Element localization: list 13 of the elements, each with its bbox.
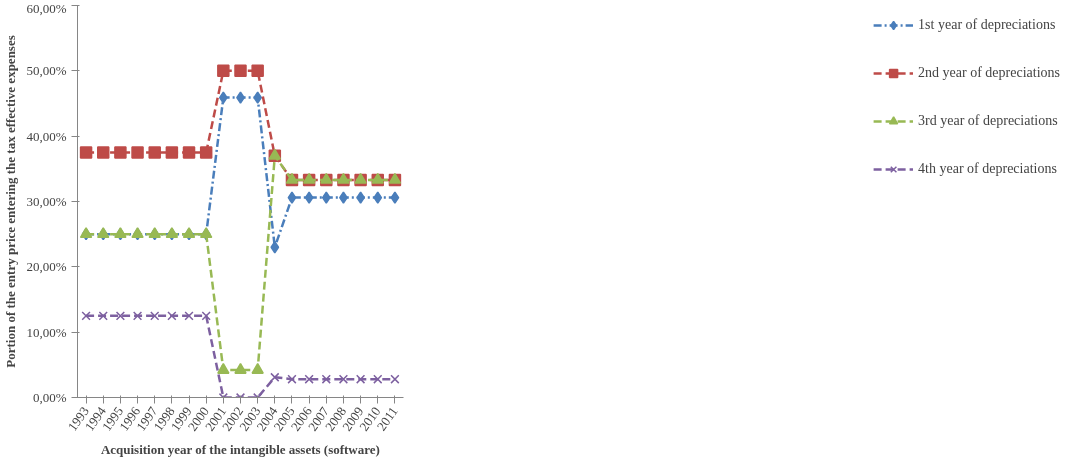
x-axis-title: Acquisition year of the intangible assets (software) [100, 442, 380, 458]
y-axis-title: Portion of the entry price entering the tax effective expenses [3, 35, 19, 368]
y-tick-label: 30,00% [26, 194, 67, 209]
y-tick-label: 0,00% [32, 390, 67, 405]
legend-label: 1st year of depreciations [918, 17, 1056, 33]
y-tick-label: 60,00% [26, 0, 67, 16]
legend-label: 4th year of depreciations [918, 161, 1057, 177]
y-tick-label: 40,00% [26, 128, 67, 144]
legend-label: 3rd year of depreciations [918, 113, 1058, 129]
y-tick-label: 50,00% [26, 63, 67, 79]
y-tick-label: 10,00% [26, 324, 67, 340]
legend-label: 2nd year of depreciations [918, 65, 1060, 81]
y-tick-label: 20,00% [26, 259, 67, 275]
